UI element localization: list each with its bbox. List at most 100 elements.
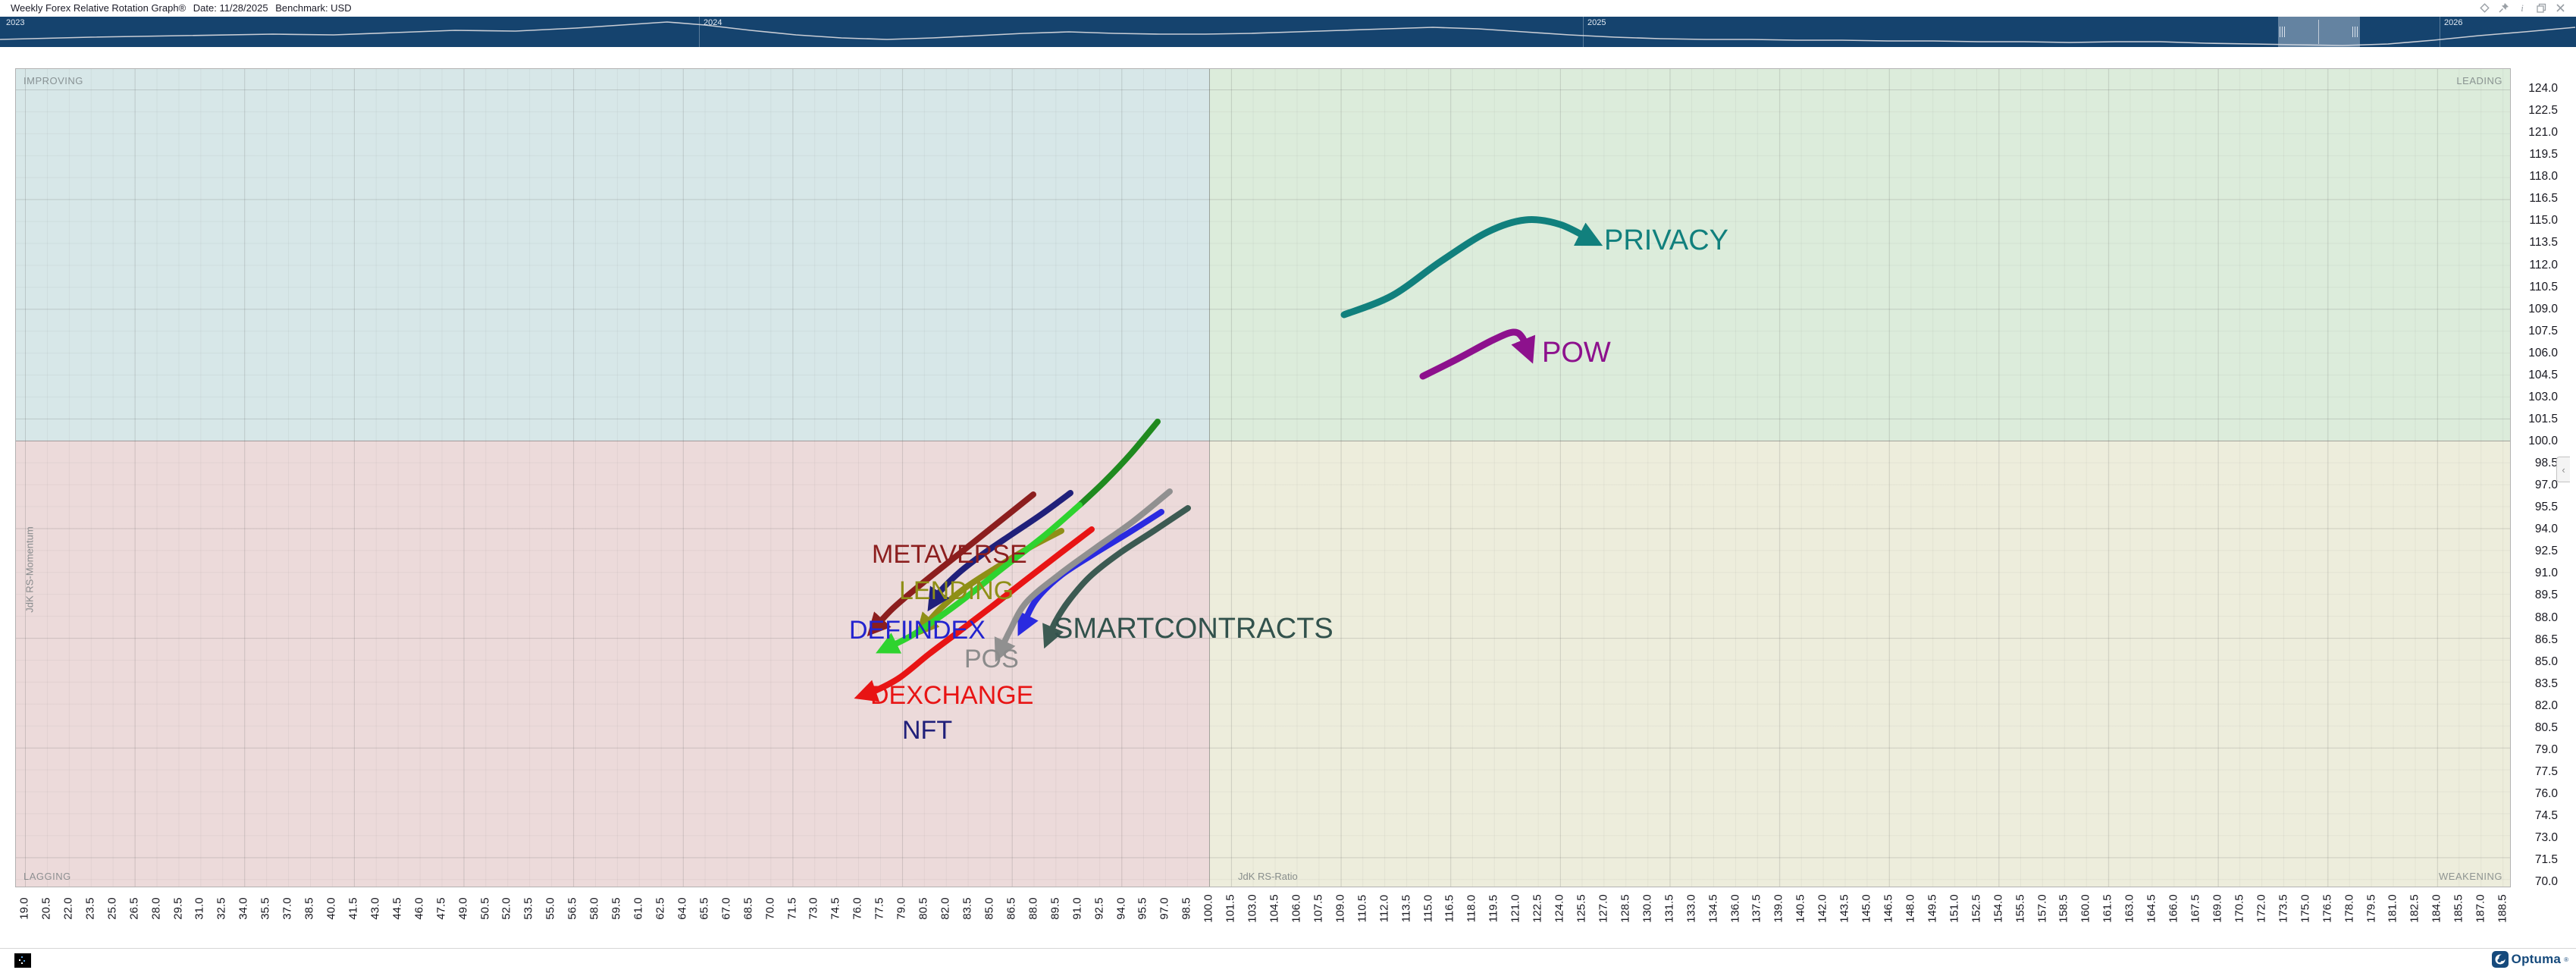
year-label-2025: 2025 <box>1587 18 1606 27</box>
x-tick-130.0: 130.0 <box>1641 894 1654 923</box>
y-tick-100.0: 100.0 <box>2528 435 2558 448</box>
lending-label[interactable]: LENDING <box>899 576 1014 605</box>
smartcontracts-label[interactable]: SMARTCONTRACTS <box>1054 613 1333 645</box>
window-icons: i <box>2478 2 2567 14</box>
x-tick-133.0: 133.0 <box>1684 894 1698 923</box>
y-tick-124.0: 124.0 <box>2528 82 2558 95</box>
selection-left-handle[interactable] <box>2280 27 2286 37</box>
pos-label[interactable]: POS <box>964 645 1019 673</box>
y-tick-86.5: 86.5 <box>2534 633 2558 646</box>
pin-icon[interactable] <box>2497 2 2510 14</box>
x-tick-125.5: 125.5 <box>1575 894 1588 923</box>
x-tick-172.0: 172.0 <box>2255 894 2268 923</box>
index-label[interactable]: INDEX <box>907 616 986 645</box>
pow-label[interactable]: POW <box>1542 337 1611 369</box>
privacy-label[interactable]: PRIVACY <box>1604 224 1729 256</box>
x-tick-107.5: 107.5 <box>1312 894 1325 923</box>
x-tick-178.0: 178.0 <box>2343 894 2356 923</box>
close-icon[interactable] <box>2554 2 2567 14</box>
x-tick-127.0: 127.0 <box>1597 894 1610 923</box>
x-tick-40.0: 40.0 <box>324 897 338 920</box>
x-tick-121.0: 121.0 <box>1509 894 1522 923</box>
selection-right-handle[interactable] <box>2352 27 2358 37</box>
x-tick-110.5: 110.5 <box>1355 894 1369 923</box>
y-tick-85.0: 85.0 <box>2534 655 2558 668</box>
navigator-current-date-marker <box>2318 20 2319 44</box>
x-tick-161.5: 161.5 <box>2101 894 2114 923</box>
window-title-bar: Weekly Forex Relative Rotation Graph® Da… <box>0 0 2576 17</box>
y-tick-94.0: 94.0 <box>2534 523 2558 536</box>
year-label-2023: 2023 <box>6 18 25 27</box>
y-tick-115.0: 115.0 <box>2529 214 2558 228</box>
duplicate-icon[interactable] <box>2535 2 2548 14</box>
y-tick-109.0: 109.0 <box>2528 302 2558 315</box>
metaverse-label[interactable]: METAVERSE <box>872 540 1027 569</box>
x-tick-32.5: 32.5 <box>215 897 228 920</box>
y-tick-77.5: 77.5 <box>2534 765 2558 778</box>
y-tick-103.0: 103.0 <box>2528 390 2558 403</box>
x-tick-65.5: 65.5 <box>697 897 711 920</box>
x-tick-139.0: 139.0 <box>1772 894 1785 923</box>
y-tick-74.5: 74.5 <box>2534 809 2558 823</box>
lagging-label: LAGGING <box>24 871 71 882</box>
y-tick-95.5: 95.5 <box>2534 501 2558 514</box>
center-vertical-line <box>1209 69 1210 887</box>
dexchange-label[interactable]: DEXCHANGE <box>870 681 1034 710</box>
x-tick-142.0: 142.0 <box>1816 894 1829 923</box>
x-tick-76.0: 76.0 <box>851 897 864 920</box>
y-axis-title: JdK RS-Momentum <box>24 526 36 613</box>
y-tick-121.0: 121.0 <box>2528 126 2558 140</box>
x-tick-131.5: 131.5 <box>1662 894 1676 923</box>
x-tick-73.0: 73.0 <box>807 897 820 920</box>
x-tick-113.5: 113.5 <box>1399 894 1413 923</box>
x-tick-83.5: 83.5 <box>961 897 974 920</box>
y-tick-106.0: 106.0 <box>2528 346 2558 359</box>
x-tick-163.0: 163.0 <box>2123 894 2136 923</box>
x-tick-35.5: 35.5 <box>259 897 272 920</box>
y-tick-118.0: 118.0 <box>2529 170 2558 184</box>
nft-label[interactable]: NFT <box>902 716 953 745</box>
x-tick-176.5: 176.5 <box>2321 894 2334 923</box>
x-tick-187.0: 187.0 <box>2474 894 2487 923</box>
timeline-navigator[interactable]: 2023 2024 2025 2026 <box>0 17 2576 47</box>
defi-label[interactable]: DEFI <box>849 616 908 645</box>
y-tick-101.5: 101.5 <box>2528 412 2558 425</box>
x-tick-47.5: 47.5 <box>434 897 448 920</box>
collapse-axis-tab[interactable]: ‹ <box>2556 457 2570 482</box>
x-tick-22.0: 22.0 <box>61 897 75 920</box>
chart-title-text: Weekly Forex Relative Rotation Graph® <box>11 2 186 14</box>
x-tick-169.0: 169.0 <box>2211 894 2224 923</box>
y-tick-80.5: 80.5 <box>2534 720 2558 734</box>
x-tick-100.0: 100.0 <box>1202 894 1215 923</box>
chart-title: Weekly Forex Relative Rotation Graph® Da… <box>11 2 356 14</box>
y-tick-79.0: 79.0 <box>2534 742 2558 756</box>
x-tick-79.0: 79.0 <box>895 897 908 920</box>
y-tick-83.5: 83.5 <box>2534 676 2558 690</box>
grid-lines <box>16 69 2510 887</box>
x-tick-92.5: 92.5 <box>1092 897 1106 920</box>
x-tick-34.0: 34.0 <box>237 897 250 920</box>
x-tick-49.0: 49.0 <box>456 897 470 920</box>
info-icon[interactable]: i <box>2516 2 2529 14</box>
y-tick-104.5: 104.5 <box>2528 368 2558 381</box>
x-tick-151.0: 151.0 <box>1948 894 1961 923</box>
x-tick-136.0: 136.0 <box>1728 894 1742 923</box>
navigator-selection[interactable] <box>2278 17 2360 47</box>
x-tick-52.0: 52.0 <box>500 897 513 920</box>
x-tick-53.5: 53.5 <box>522 897 535 920</box>
y-tick-119.5: 119.5 <box>2529 148 2558 162</box>
x-tick-118.0: 118.0 <box>1465 894 1478 923</box>
diamond-icon[interactable] <box>2478 2 2491 14</box>
x-tick-104.5: 104.5 <box>1268 894 1281 923</box>
year-label-2024: 2024 <box>704 18 722 27</box>
x-tick-23.5: 23.5 <box>83 897 97 920</box>
rrg-plot-area[interactable]: IMPROVING LEADING LAGGING WEAKENING JdK … <box>15 68 2511 887</box>
y-tick-71.5: 71.5 <box>2534 853 2558 867</box>
x-tick-181.0: 181.0 <box>2386 894 2399 923</box>
status-bar: Optuma ® <box>0 948 2576 970</box>
x-tick-58.0: 58.0 <box>588 897 601 920</box>
x-tick-106.0: 106.0 <box>1290 894 1303 923</box>
y-tick-97.0: 97.0 <box>2534 479 2558 492</box>
x-tick-160.0: 160.0 <box>2079 894 2092 923</box>
x-tick-119.5: 119.5 <box>1487 894 1500 923</box>
